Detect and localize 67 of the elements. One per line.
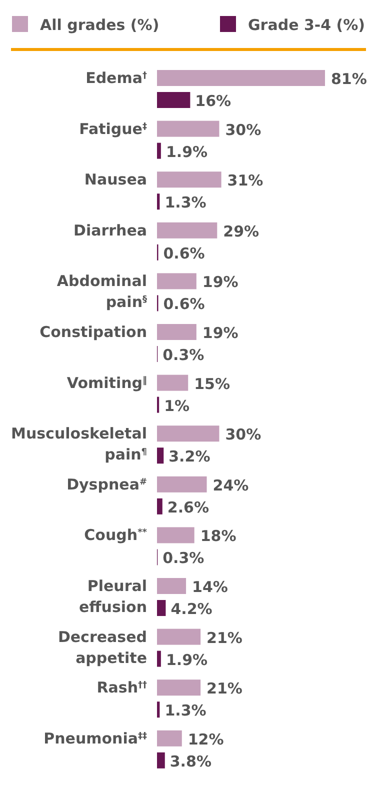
bar: [157, 324, 196, 340]
y-tick-label: Nausea: [84, 170, 147, 189]
y-tick-label: Decreased appetite: [58, 628, 147, 667]
data-label: 81%: [331, 70, 367, 88]
bar: [157, 172, 222, 188]
bar: [157, 752, 165, 768]
bar: [157, 680, 201, 696]
data-label: 3.2%: [168, 448, 210, 466]
data-label: 29%: [223, 222, 260, 240]
data-label: 18%: [200, 527, 236, 546]
bar: [157, 498, 162, 514]
data-label: 0.3%: [162, 346, 204, 364]
data-label: 2.6%: [167, 498, 209, 516]
bar: [157, 448, 164, 464]
legend-label: All grades (%): [40, 16, 160, 34]
y-tick-label: Cough$^{**}$: [84, 526, 148, 544]
data-label: 14%: [192, 578, 228, 596]
bar: [157, 600, 166, 616]
data-label: 1.3%: [164, 194, 206, 212]
data-label: 1.3%: [164, 702, 206, 720]
data-label: 21%: [206, 628, 242, 647]
data-label: 1%: [164, 396, 190, 415]
bar: [157, 273, 196, 290]
y-tick-label: Vomiting$^{‖}$: [66, 374, 147, 392]
data-label: 16%: [195, 92, 232, 110]
y-tick-label: Edema$^{†}$: [86, 69, 148, 87]
data-label: 19%: [202, 273, 238, 292]
data-label: 0.6%: [163, 244, 205, 262]
data-label: 24%: [212, 476, 249, 494]
data-label: 30%: [225, 426, 262, 444]
bar: [157, 527, 194, 544]
legend-label: Grade 3-4 (%): [248, 16, 366, 34]
bar: [157, 426, 220, 442]
bar: [157, 120, 220, 137]
y-tick-label: Constipation: [40, 323, 147, 341]
data-label: 31%: [227, 172, 264, 190]
bar: [157, 142, 161, 159]
bar: [157, 476, 207, 492]
y-tick-label: Rash$^{††}$: [96, 678, 148, 697]
data-label: 1.9%: [166, 650, 208, 669]
y-tick-label: Pleural effusion: [78, 577, 147, 616]
y-tick-label: Abdominal pain$^{§}$: [56, 272, 148, 312]
bar: [157, 222, 218, 238]
bar: [157, 730, 182, 746]
bar: [157, 374, 188, 391]
y-tick-label: Musculoskeletal pain$^{¶}$: [11, 424, 147, 464]
y-tick-label: Dyspnea$^{#}$: [66, 475, 147, 494]
y-tick-label: Fatigue$^{‡}$: [79, 120, 148, 138]
bar: [157, 628, 201, 645]
bar: [157, 70, 325, 86]
bar: [157, 578, 186, 594]
y-tick-label: Diarrhea: [74, 221, 147, 240]
data-label: 15%: [194, 374, 230, 393]
data-label: 0.6%: [163, 295, 205, 314]
data-label: 3.8%: [170, 752, 212, 770]
y-tick-label: Pneumonia$^{‡‡}$: [44, 729, 148, 748]
data-label: 19%: [202, 324, 238, 342]
data-label: 0.3%: [162, 549, 204, 568]
bar: [157, 702, 160, 718]
bar: [157, 92, 190, 108]
data-label: 21%: [206, 680, 242, 698]
data-label: 1.9%: [166, 142, 208, 161]
data-label: 12%: [188, 730, 224, 748]
data-label: 4.2%: [170, 600, 212, 618]
bar: [157, 650, 161, 667]
data-label: 30%: [225, 120, 262, 139]
bar: [157, 194, 160, 210]
